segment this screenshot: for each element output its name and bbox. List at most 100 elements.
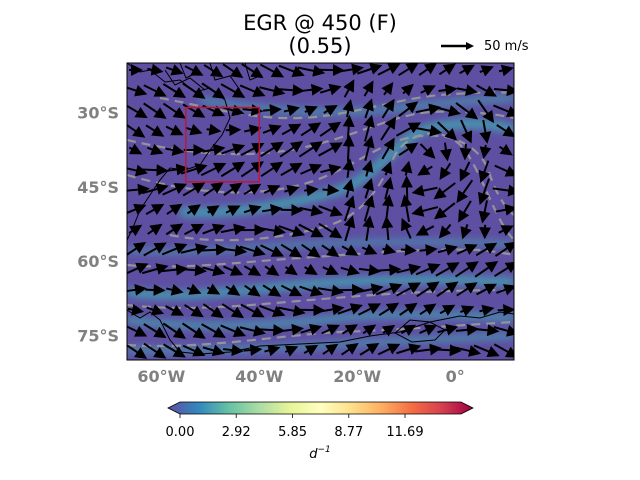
- wind-vector: [341, 324, 358, 336]
- wind-vector: [127, 183, 150, 196]
- wind-vector: [143, 84, 167, 97]
- wind-vector: [361, 243, 378, 255]
- wind-vector: [493, 343, 514, 358]
- wind-vector: [143, 242, 167, 257]
- wind-vector: [382, 243, 397, 256]
- wind-vector: [300, 323, 323, 336]
- wind-vector: [141, 183, 169, 195]
- wind-vector: [322, 183, 340, 196]
- wind-vector: [323, 104, 338, 117]
- wind-vector: [299, 204, 324, 217]
- wind-vector: [165, 283, 184, 296]
- wind-vector: [239, 324, 266, 337]
- wind-vector: [145, 284, 166, 296]
- wind-vector: [438, 223, 452, 239]
- wind-vector: [493, 104, 514, 118]
- wind-vector: [456, 282, 478, 297]
- wind-vector: [398, 142, 419, 157]
- wind-vector: [381, 324, 396, 337]
- wind-vector: [362, 80, 374, 97]
- wind-vector: [381, 137, 395, 160]
- wind-vector: [495, 203, 514, 216]
- latitude-tick-label: 60°S: [77, 252, 119, 271]
- latitude-tick-label: 30°S: [77, 104, 119, 123]
- wind-vector: [459, 143, 472, 161]
- wind-vector: [414, 124, 443, 137]
- wind-vector: [240, 303, 265, 318]
- wind-vector: [182, 344, 206, 357]
- wind-vector: [147, 63, 164, 76]
- south-america-coast: [127, 63, 231, 241]
- wind-vector: [318, 222, 343, 239]
- wind-vector: [284, 263, 298, 276]
- wind-vector: [356, 283, 384, 296]
- wind-vector: [343, 215, 356, 242]
- wind-vector: [398, 101, 419, 117]
- latitude-labels: 30°S 45°S 60°S 75°S: [77, 104, 119, 346]
- wind-vector: [240, 143, 265, 157]
- wind-vector: [437, 244, 458, 256]
- wind-vector: [357, 63, 383, 75]
- wind-vector: [341, 343, 359, 356]
- wind-vector: [297, 64, 326, 77]
- wind-vector: [416, 281, 440, 298]
- wind-vector: [280, 243, 303, 258]
- wind-vector: [128, 224, 143, 237]
- wind-vector: [201, 82, 226, 99]
- longitude-labels: 60°W 40°W 20°W 0°: [137, 367, 464, 386]
- wind-vector: [165, 64, 184, 76]
- wind-vector: [145, 124, 165, 137]
- longitude-tick-label: 20°W: [333, 367, 381, 386]
- wind-vector: [455, 102, 479, 120]
- wind-vector: [263, 184, 281, 196]
- wind-vectors: [127, 63, 514, 359]
- wind-vector: [220, 223, 246, 236]
- wind-vector: [304, 105, 318, 117]
- wind-vector: [438, 84, 458, 97]
- wind-vector: [244, 124, 262, 137]
- region-box: [185, 106, 261, 183]
- wind-vector: [200, 162, 227, 177]
- wind-vector: [498, 64, 514, 77]
- wind-vector: [220, 83, 246, 98]
- wind-vector: [182, 103, 206, 118]
- wind-vector: [359, 343, 380, 356]
- wind-vector: [225, 205, 241, 217]
- wind-vector: [437, 121, 458, 141]
- wind-vector: [242, 104, 264, 117]
- wind-vector: [127, 124, 146, 138]
- wind-vector: [417, 164, 433, 176]
- wind-vector: [258, 224, 287, 237]
- wind-vector: [241, 63, 264, 79]
- map-frame: [126, 62, 515, 361]
- wind-vector: [260, 161, 284, 178]
- wind-vector: [163, 343, 186, 358]
- contour-line: [169, 132, 514, 242]
- wind-vector: [162, 183, 188, 196]
- wind-vector: [317, 303, 345, 316]
- wind-vector: [400, 243, 418, 256]
- wind-vector: [162, 102, 186, 119]
- wind-vector: [221, 143, 246, 155]
- wind-vector: [375, 282, 403, 296]
- wind-vector: [304, 263, 318, 276]
- wind-vector: [222, 63, 244, 79]
- wind-vector: [477, 99, 495, 124]
- wind-vector: [317, 64, 345, 77]
- wind-vector: [165, 124, 184, 136]
- wind-vector: [458, 200, 472, 223]
- wind-vector: [478, 160, 491, 184]
- wind-vector: [279, 141, 304, 158]
- wind-vector: [202, 344, 225, 357]
- wind-vector: [206, 283, 221, 295]
- wind-vector: [180, 243, 208, 255]
- wind-vector: [143, 342, 167, 359]
- wind-vector: [401, 217, 413, 239]
- wind-vector: [342, 158, 355, 178]
- wind-vector: [319, 121, 342, 137]
- longitude-tick-label: 0°: [446, 367, 465, 386]
- map-subtitle: (0.55): [288, 34, 352, 58]
- wind-vector: [456, 243, 478, 255]
- wind-vector: [380, 116, 397, 141]
